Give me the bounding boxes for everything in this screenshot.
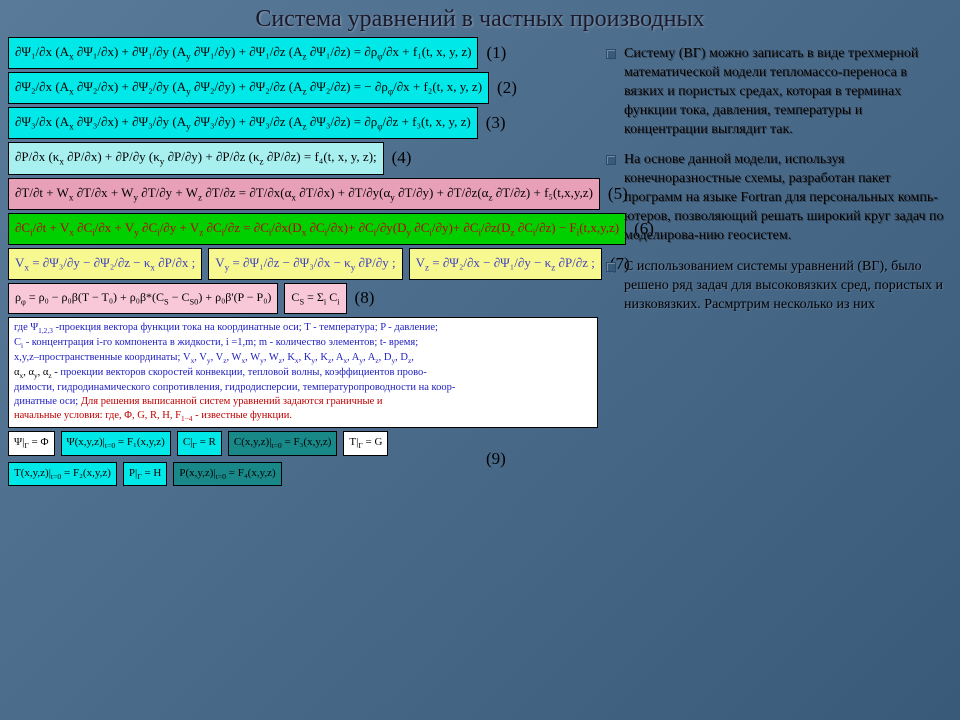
equation-7-row: Vx = ∂Ψ₃/∂y − ∂Ψ₂/∂z − κx ∂P/∂x ;Vy = ∂Ψ… — [8, 248, 598, 280]
bullet-icon — [606, 155, 616, 165]
equation-7-part: Vz = ∂Ψ₂/∂x − ∂Ψ₁/∂y − κz ∂P/∂z ; — [409, 248, 602, 280]
equation-9-part: T(x,y,z)|t=0 = F₂(x,y,z) — [8, 462, 117, 487]
bullet-text: На основе данной модели, используя конеч… — [624, 151, 946, 245]
main-layout: ∂Ψ₁/∂x (Ax ∂Ψ₁/∂x) + ∂Ψ₁/∂y (Ay ∂Ψ₁/∂y) … — [0, 37, 960, 489]
bullet-item: На основе данной модели, используя конеч… — [606, 151, 946, 245]
equation-box: ∂P/∂x (κx ∂P/∂x) + ∂P/∂y (κy ∂P/∂y) + ∂P… — [8, 142, 384, 174]
equation-9-row: Ψ|Г = ΦΨ(x,y,z)|t=0 = F₁(x,y,z)C|Г = RC(… — [8, 431, 598, 486]
legend-box: где Ψ1,2,3 -проекция вектора функции ток… — [8, 317, 598, 428]
equation-number: (4) — [392, 148, 412, 168]
equation-number: (8) — [355, 288, 375, 308]
equation-box: ∂Ci/∂t + Vx ∂Ci/∂x + Vy ∂Ci/∂y + Vz ∂Ci/… — [8, 213, 626, 245]
equation-9-part: T|Г = G — [343, 431, 388, 456]
equation-row: ∂Ψ₃/∂x (Ax ∂Ψ₃/∂x) + ∂Ψ₃/∂y (Ay ∂Ψ₃/∂y) … — [8, 107, 598, 139]
bullets-column: Систему (ВГ) можно записать в виде трехм… — [606, 37, 946, 489]
equation-box: ∂Ψ₃/∂x (Ax ∂Ψ₃/∂x) + ∂Ψ₃/∂y (Ay ∂Ψ₃/∂y) … — [8, 107, 478, 139]
bullet-item: С использованием системы уравнений (ВГ),… — [606, 258, 946, 315]
equation-9-part: C|Г = R — [177, 431, 222, 456]
equation-9-part: P|Г = H — [123, 462, 167, 487]
equation-8b: CS = Σi Ci — [284, 283, 346, 314]
equation-number: (3) — [486, 113, 506, 133]
equation-row: ∂Ci/∂t + Vx ∂Ci/∂x + Vy ∂Ci/∂y + Vz ∂Ci/… — [8, 213, 598, 245]
equation-row: ∂Ψ₁/∂x (Ax ∂Ψ₁/∂x) + ∂Ψ₁/∂y (Ay ∂Ψ₁/∂y) … — [8, 37, 598, 69]
equation-number: (2) — [497, 78, 517, 98]
equation-number: (9) — [486, 449, 506, 469]
equation-7-part: Vy = ∂Ψ₁/∂z − ∂Ψ₃/∂x − κy ∂P/∂y ; — [208, 248, 402, 280]
equation-box: ∂Ψ₂/∂x (Ax ∂Ψ₂/∂x) + ∂Ψ₂/∂y (Ay ∂Ψ₂/∂y) … — [8, 72, 489, 104]
equation-9-part: P(x,y,z)|t=0 = F₄(x,y,z) — [173, 462, 281, 487]
equation-9-part: Ψ(x,y,z)|t=0 = F₁(x,y,z) — [61, 431, 171, 456]
bullet-text: С использованием системы уравнений (ВГ),… — [624, 258, 946, 315]
equation-box: ∂Ψ₁/∂x (Ax ∂Ψ₁/∂x) + ∂Ψ₁/∂y (Ay ∂Ψ₁/∂y) … — [8, 37, 478, 69]
equation-row: ∂P/∂x (κx ∂P/∂x) + ∂P/∂y (κy ∂P/∂y) + ∂P… — [8, 142, 598, 174]
equation-8-row: ρφ = ρ₀ − ρ₀β(T − T₀) + ρ₀β*(CS − CS0) +… — [8, 283, 598, 314]
equation-box: ∂T/∂t + Wx ∂T/∂x + Wy ∂T/∂y + Wz ∂T/∂z =… — [8, 178, 600, 210]
equation-9-part: Ψ|Г = Φ — [8, 431, 55, 456]
equation-number: (1) — [486, 43, 506, 63]
bullet-text: Систему (ВГ) можно записать в виде трехм… — [624, 45, 946, 139]
equation-row: ∂Ψ₂/∂x (Ax ∂Ψ₂/∂x) + ∂Ψ₂/∂y (Ay ∂Ψ₂/∂y) … — [8, 72, 598, 104]
bullet-icon — [606, 49, 616, 59]
page-title: Система уравнений в частных производных — [0, 0, 960, 37]
equation-7-part: Vx = ∂Ψ₃/∂y − ∂Ψ₂/∂z − κx ∂P/∂x ; — [8, 248, 202, 280]
equation-8a: ρφ = ρ₀ − ρ₀β(T − T₀) + ρ₀β*(CS − CS0) +… — [8, 283, 278, 314]
equation-9-part: C(x,y,z)|t=0 = F₃(x,y,z) — [228, 431, 338, 456]
bullet-item: Систему (ВГ) можно записать в виде трехм… — [606, 45, 946, 139]
equation-row: ∂T/∂t + Wx ∂T/∂x + Wy ∂T/∂y + Wz ∂T/∂z =… — [8, 178, 598, 210]
bullet-icon — [606, 262, 616, 272]
equations-column: ∂Ψ₁/∂x (Ax ∂Ψ₁/∂x) + ∂Ψ₁/∂y (Ay ∂Ψ₁/∂y) … — [8, 37, 598, 489]
